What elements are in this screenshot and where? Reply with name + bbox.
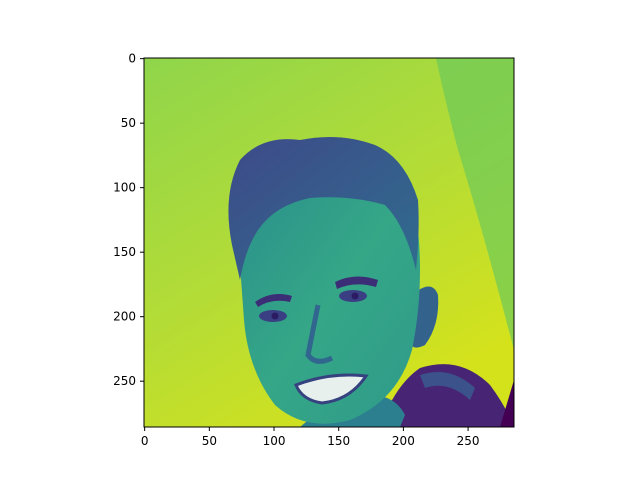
left-pupil (271, 312, 279, 320)
shoulder-highlight (420, 371, 475, 400)
background-corner-shade (436, 58, 514, 350)
mouth (296, 375, 366, 403)
x-tick-label: 100 (263, 434, 286, 448)
x-tick-label: 250 (457, 434, 480, 448)
y-tick-label: 150 (113, 245, 136, 259)
left-eyebrow (255, 294, 292, 307)
y-tick-label: 200 (113, 310, 136, 324)
y-tick-label: 50 (121, 116, 136, 130)
nose (305, 304, 334, 364)
x-axis: 0 50 100 150 200 250 (141, 427, 480, 448)
mouth-outline (294, 373, 369, 405)
x-tick-label: 50 (202, 434, 217, 448)
x-tick-label: 200 (392, 434, 415, 448)
clothing (380, 364, 514, 427)
x-tick-label: 150 (327, 434, 350, 448)
x-tick-label: 0 (141, 434, 149, 448)
y-tick-label: 100 (113, 181, 136, 195)
dark-edge (500, 380, 514, 427)
right-eyebrow (335, 276, 378, 289)
y-tick-label: 250 (113, 374, 136, 388)
face (239, 175, 420, 424)
axes-frame (143, 57, 515, 428)
right-pupil (351, 292, 359, 300)
y-axis: 0 50 100 150 200 250 (113, 52, 144, 388)
y-tick-label: 0 (128, 52, 136, 66)
image-area (144, 58, 514, 427)
hair (228, 136, 419, 280)
